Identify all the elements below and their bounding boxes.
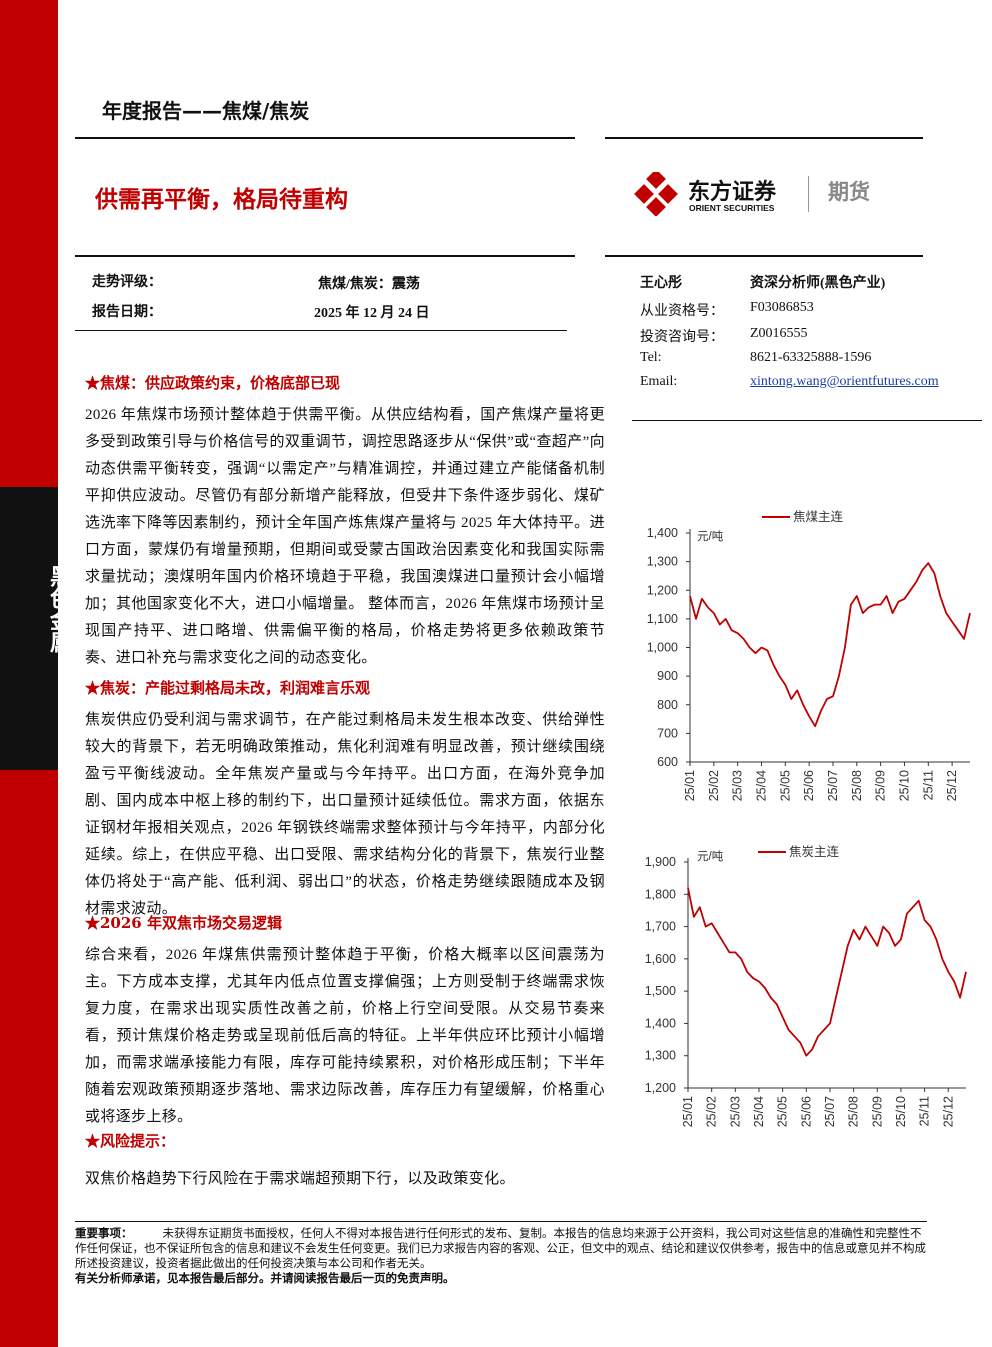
y-tick-label: 1,400	[647, 526, 678, 540]
x-tick-label: 25/05	[776, 1096, 790, 1127]
date-label: 报告日期：	[92, 305, 162, 320]
y-tick-label: 1,900	[645, 855, 676, 869]
unit-label: 元/吨	[697, 850, 724, 863]
rule	[75, 255, 575, 257]
analyst-label: 投资咨询号：	[640, 330, 724, 345]
rule	[605, 255, 923, 257]
analyst-role: 资深分析师(黑色产业)	[750, 276, 886, 291]
report-type: 年度报告——焦煤/焦炭	[102, 99, 310, 123]
section-body: 焦炭供应仍受利润与需求调节，在产能过剩格局未发生根本改变、供给弹性较大的背景下，…	[85, 712, 605, 917]
x-tick-label: 25/10	[894, 1096, 908, 1127]
logo-name: 东方证券	[688, 180, 777, 205]
analyst-value: F03086853	[750, 300, 814, 315]
disclaimer-label: 重要事项：	[75, 1226, 133, 1240]
x-tick-label: 25/02	[705, 1096, 719, 1127]
analyst-name: 王心彤	[640, 276, 682, 291]
analyst-email[interactable]: xintong.wang@orientfutures.com	[750, 374, 939, 389]
rule	[632, 420, 982, 421]
x-tick-label: 25/05	[778, 770, 792, 801]
section-body: 综合来看，2026 年煤焦供需预计整体趋于平衡，价格大概率以区间震荡为主。下方成…	[85, 947, 605, 1125]
rule	[605, 137, 923, 139]
x-tick-label: 25/06	[799, 1096, 813, 1127]
section-heading: ★风险提示：	[85, 1132, 176, 1150]
unit-label: 元/吨	[697, 530, 724, 543]
series-line	[687, 887, 967, 1057]
disclaimer-note: 有关分析师承诺，见本报告最后部分。并请阅读报告最后一页的免责声明。	[75, 1271, 455, 1285]
legend-label: 焦煤主连	[793, 509, 844, 524]
logo-mark	[634, 172, 678, 216]
x-tick-label: 25/11	[921, 770, 935, 800]
logo-divider	[808, 176, 809, 212]
y-tick-label: 1,400	[645, 1016, 676, 1030]
x-tick-label: 25/09	[874, 770, 888, 801]
series-line	[689, 562, 971, 728]
x-tick-label: 25/07	[823, 1096, 837, 1127]
rule	[75, 330, 567, 331]
section-body: 双焦价格趋势下行风险在于需求端超预期下行，以及政策变化。	[85, 1171, 515, 1187]
x-tick-label: 25/08	[850, 770, 864, 801]
rating-label: 走势评级：	[92, 275, 162, 290]
analyst-value: 8621-63325888-1596	[750, 350, 872, 365]
analyst-label: Email:	[640, 374, 678, 389]
logo-unit: 期货	[828, 180, 870, 204]
rule	[75, 1221, 927, 1222]
section-heading: ★焦煤：供应政策约束，价格底部已现	[85, 374, 341, 392]
x-tick-label: 25/04	[754, 770, 768, 801]
y-tick-label: 1,300	[645, 1049, 676, 1063]
y-tick-label: 600	[657, 755, 678, 769]
section-body: 2026 年焦煤市场预计整体趋于供需平衡。从供应结构看，国产焦煤产量将更多受到政…	[85, 407, 605, 666]
x-tick-label: 25/03	[731, 770, 745, 801]
x-tick-label: 25/09	[870, 1096, 884, 1127]
y-tick-label: 1,500	[645, 984, 676, 998]
x-tick-label: 25/08	[847, 1096, 861, 1127]
logo-name-en: ORIENT SECURITIES	[689, 203, 775, 213]
y-tick-label: 1,300	[647, 555, 678, 569]
date-value: 2025 年 12 月 24 日	[314, 306, 430, 321]
y-tick-label: 1,200	[645, 1081, 676, 1095]
disclaimer: 重要事项： 未获得东证期货书面授权，任何人不得对本报告进行任何形式的发布、复制。本…	[75, 1226, 927, 1286]
y-tick-label: 1,700	[645, 920, 676, 934]
x-tick-label: 25/12	[941, 1096, 955, 1127]
y-tick-label: 1,800	[645, 887, 676, 901]
y-tick-label: 800	[657, 698, 678, 712]
sidebar-label: 黑色金属	[46, 565, 71, 653]
y-tick-label: 900	[657, 669, 678, 683]
analyst-value: Z0016555	[750, 326, 808, 341]
rule	[75, 137, 575, 139]
x-tick-label: 25/12	[945, 770, 959, 801]
section-heading: ★2026 年双焦市场交易逻辑	[85, 914, 282, 932]
section-heading: ★焦炭：产能过剩格局未改，利润难言乐观	[85, 679, 371, 697]
x-tick-label: 25/01	[683, 770, 697, 801]
x-tick-label: 25/02	[707, 770, 721, 801]
disclaimer-text: 未获得东证期货书面授权，任何人不得对本报告进行任何形式的发布、复制。本报告的信息…	[75, 1226, 926, 1270]
y-tick-label: 1,000	[647, 641, 678, 655]
x-tick-label: 25/10	[897, 770, 911, 801]
y-tick-label: 700	[657, 726, 678, 740]
x-tick-label: 25/04	[752, 1096, 766, 1127]
y-tick-label: 1,200	[647, 583, 678, 597]
sidebar-block	[0, 487, 58, 770]
analyst-label: Tel:	[640, 350, 662, 365]
analyst-label: 从业资格号：	[640, 304, 724, 319]
y-tick-label: 1,100	[647, 612, 678, 626]
x-tick-label: 25/11	[918, 1096, 932, 1126]
report-title: 供需再平衡，格局待重构	[95, 187, 348, 213]
y-tick-label: 1,600	[645, 952, 676, 966]
legend-label: 焦炭主连	[789, 844, 840, 859]
x-tick-label: 25/07	[826, 770, 840, 801]
x-tick-label: 25/01	[681, 1096, 695, 1127]
x-tick-label: 25/03	[728, 1096, 742, 1127]
rating-value: 焦煤/焦炭：震荡	[318, 277, 420, 292]
x-tick-label: 25/06	[802, 770, 816, 801]
